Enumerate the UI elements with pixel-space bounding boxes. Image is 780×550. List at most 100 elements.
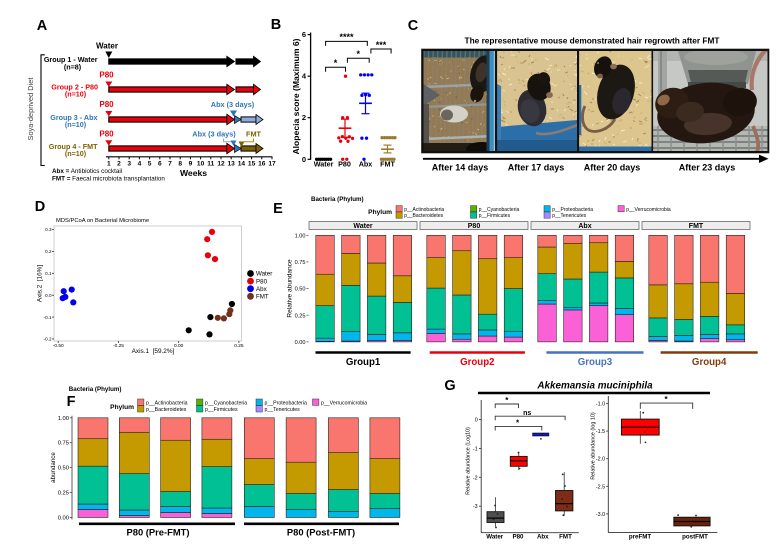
svg-text:A: A [37,18,48,34]
svg-text:Abx (3 days): Abx (3 days) [192,129,236,138]
svg-text:0.1: 0.1 [45,271,52,276]
svg-text:0.75: 0.75 [58,441,69,447]
svg-text:0.00: 0.00 [174,343,184,349]
svg-text:Group 2 - P80: Group 2 - P80 [51,82,98,91]
svg-text:13: 13 [228,161,236,168]
svg-text:The representative mouse demon: The representative mouse demonstrated ha… [465,36,720,46]
svg-text:Group 3 - Abx: Group 3 - Abx [50,113,97,122]
svg-text:-1: -1 [473,446,478,452]
svg-text:G: G [444,378,455,394]
svg-text:p__Firmicutes: p__Firmicutes [205,407,238,413]
svg-text:P80: P80 [99,100,114,109]
svg-text:16: 16 [258,161,266,168]
svg-text:1.00: 1.00 [295,233,306,239]
svg-text:p__Verrucomicrobia: p__Verrucomicrobia [321,400,367,406]
svg-text:FMT = Faecal microbiota transp: FMT = Faecal microbiota transplantation [52,176,165,183]
svg-text:Abx: Abx [359,160,373,169]
svg-text:preFMT: preFMT [629,534,652,541]
svg-text:Phylum: Phylum [110,404,134,411]
svg-text:p__Firmicutes: p__Firmicutes [479,213,511,219]
svg-text:p__Cyanobacteria: p__Cyanobacteria [479,207,520,213]
svg-text:0: 0 [302,155,306,164]
svg-text:After 17 days: After 17 days [508,163,565,173]
svg-text:Water: Water [486,534,504,541]
svg-text:12: 12 [217,161,225,168]
svg-text:3: 3 [127,161,131,168]
svg-text:0.25: 0.25 [234,343,244,349]
svg-text:0.0: 0.0 [45,293,52,298]
svg-text:FMT: FMT [380,160,395,169]
svg-text:2: 2 [117,161,121,168]
svg-text:4: 4 [138,161,142,168]
svg-text:p__Actinobacteria: p__Actinobacteria [146,400,188,406]
svg-text:Axis.1 [59.2%]: Axis.1 [59.2%] [132,348,175,355]
svg-text:p__Actinobacteria: p__Actinobacteria [404,207,444,213]
svg-text:p__Proteobacteria: p__Proteobacteria [552,207,593,213]
svg-text:10: 10 [197,161,205,168]
svg-text:-2.5: -2.5 [596,484,605,490]
svg-text:1.00: 1.00 [58,416,69,422]
svg-text:FMT: FMT [689,223,704,230]
svg-text:0.00: 0.00 [58,516,69,522]
svg-text:*: * [664,395,668,404]
svg-text:FMT: FMT [246,129,262,138]
svg-text:6: 6 [158,161,162,168]
svg-text:0: 0 [475,418,478,424]
svg-text:C: C [408,18,419,34]
svg-text:Weeks: Weeks [180,168,207,178]
svg-text:After 14 days: After 14 days [432,163,489,173]
svg-text:After 23 days: After 23 days [679,163,736,173]
svg-text:-0.50: -0.50 [53,343,64,349]
svg-text:-3: -3 [473,504,478,510]
svg-text:Abx = Antibiotics cocktail: Abx = Antibiotics cocktail [52,168,122,175]
svg-text:P80: P80 [256,278,268,285]
svg-text:-2.0: -2.0 [596,457,605,463]
svg-text:Abx (3 days): Abx (3 days) [211,100,255,109]
svg-text:4: 4 [302,72,307,81]
svg-text:Alopecia score (Maximum 6): Alopecia score (Maximum 6) [291,38,301,154]
svg-text:postFMT: postFMT [682,534,708,541]
svg-text:(n=10): (n=10) [65,120,87,129]
svg-text:*: * [334,58,338,68]
svg-text:-0.1: -0.1 [44,315,52,320]
svg-text:7: 7 [168,161,172,168]
svg-text:Abx: Abx [256,286,268,293]
svg-text:-3.0: -3.0 [596,512,605,518]
svg-text:p__Bacteroidetes: p__Bacteroidetes [404,213,443,219]
svg-text:E: E [273,201,283,217]
svg-text:Water: Water [314,160,334,169]
svg-text:Abx: Abx [537,534,549,541]
svg-text:p__Bacteroidetes: p__Bacteroidetes [146,407,187,413]
svg-text:Water: Water [256,271,272,278]
svg-text:5: 5 [148,161,152,168]
svg-text:Group 4 - FMT: Group 4 - FMT [49,142,98,151]
svg-text:Group3: Group3 [578,357,613,368]
svg-text:Group4: Group4 [692,357,727,368]
svg-text:*: * [505,396,509,405]
svg-text:P80: P80 [99,71,114,80]
svg-text:0.25: 0.25 [295,313,306,319]
svg-text:Abx: Abx [578,223,591,230]
svg-text:0.3: 0.3 [45,227,52,232]
svg-text:Akkemansia muciniphila: Akkemansia muciniphila [536,380,653,391]
svg-text:Relative abundance (Log10): Relative abundance (Log10) [466,427,472,495]
svg-text:*: * [357,49,361,59]
svg-text:Group 1 - Water: Group 1 - Water [44,55,98,64]
svg-text:-0.25: -0.25 [113,343,124,349]
svg-text:Bacteria (Phylum): Bacteria (Phylum) [311,196,364,203]
svg-text:(n=10): (n=10) [65,149,87,158]
svg-text:14: 14 [238,161,246,168]
svg-text:***: *** [376,40,387,50]
svg-text:P80: P80 [99,129,114,138]
svg-text:MDS/PCoA on Bacterial Microbio: MDS/PCoA on Bacterial Microbiome [56,218,149,224]
svg-text:P80: P80 [338,160,351,169]
svg-text:*: * [516,419,520,428]
svg-text:P80 (Pre-FMT): P80 (Pre-FMT) [126,526,189,537]
svg-text:Soya-deprived Diet: Soya-deprived Diet [26,78,35,141]
svg-text:Group2: Group2 [460,357,494,368]
svg-text:(n=8): (n=8) [64,63,82,72]
svg-text:9: 9 [189,161,193,168]
svg-text:P80: P80 [512,534,524,541]
svg-text:2: 2 [302,113,306,122]
svg-text:-1.0: -1.0 [596,402,605,408]
